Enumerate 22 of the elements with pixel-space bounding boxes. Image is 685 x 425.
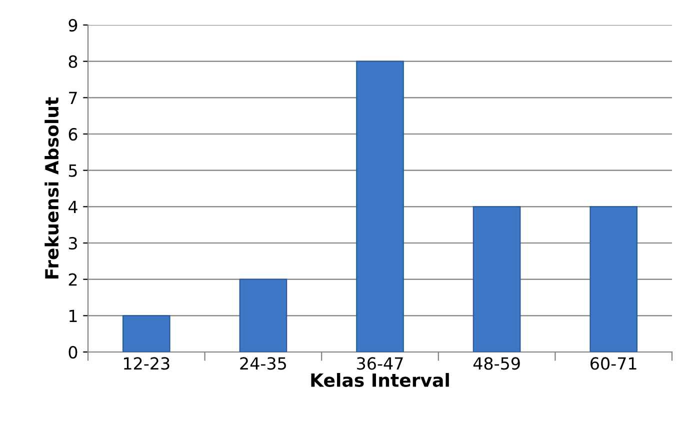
y-tick-label: 5 <box>68 164 77 177</box>
y-tick-label: 4 <box>68 200 78 213</box>
bar <box>122 315 170 352</box>
x-tick-label: 24-35 <box>240 357 286 370</box>
bar <box>356 60 404 352</box>
x-axis-title: Kelas Interval <box>311 372 449 387</box>
bar <box>590 206 638 352</box>
y-tick-label: 7 <box>69 92 77 104</box>
y-tick-label: 9 <box>68 18 78 32</box>
y-tick-label: 1 <box>70 310 77 322</box>
bar <box>239 278 288 352</box>
y-tick-label: 3 <box>68 236 77 250</box>
y-tick-label: 0 <box>68 346 78 359</box>
x-tick-label: 36-47 <box>357 357 403 370</box>
y-tick-label: 8 <box>68 55 78 68</box>
x-tick-label: 48-59 <box>473 357 520 370</box>
y-axis-title: Frekuensi Absolut <box>44 97 59 278</box>
bar <box>472 206 521 352</box>
y-tick-label: 2 <box>68 273 77 286</box>
y-tick-label: 6 <box>68 128 78 141</box>
x-tick-label: 12-23 <box>124 357 170 370</box>
x-tick-label: 60-71 <box>590 357 636 370</box>
